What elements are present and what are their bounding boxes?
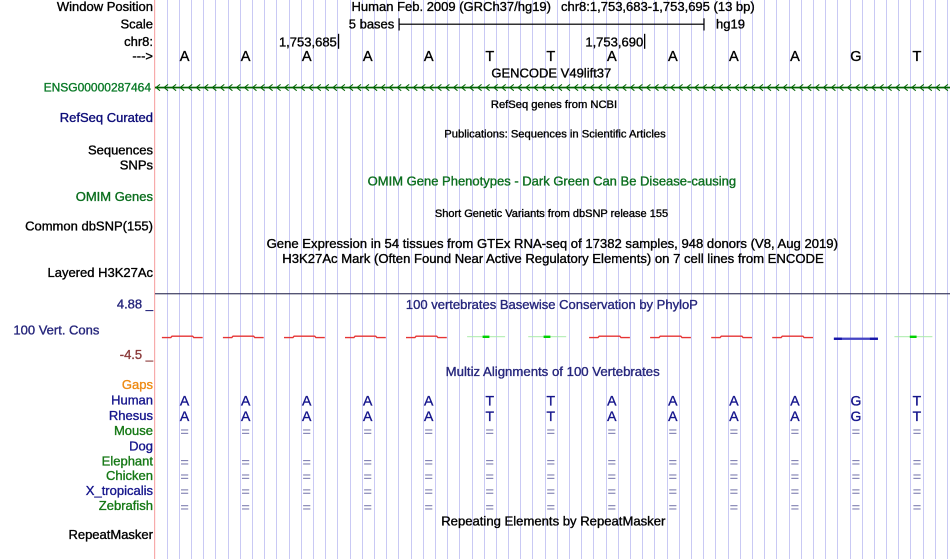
svg-text:5 bases: 5 bases: [349, 17, 395, 32]
svg-text:T: T: [485, 393, 494, 409]
svg-text:A: A: [668, 49, 678, 65]
svg-text:RepeatMasker: RepeatMasker: [68, 527, 153, 542]
svg-text:GENCODE V49lift37: GENCODE V49lift37: [491, 66, 611, 81]
svg-text:Chicken: Chicken: [106, 468, 153, 483]
svg-text:A: A: [424, 408, 434, 424]
svg-text:A: A: [668, 393, 678, 409]
svg-text:A: A: [729, 408, 739, 424]
svg-text:--->: --->: [132, 49, 153, 64]
svg-text:A: A: [180, 408, 190, 424]
svg-text:A: A: [729, 393, 739, 409]
svg-text:100 vertebrates Basewise Conse: 100 vertebrates Basewise Conservation by…: [406, 297, 698, 312]
svg-text:A: A: [363, 393, 373, 409]
svg-text:A: A: [790, 49, 800, 65]
svg-text:G: G: [850, 49, 861, 65]
svg-text:A: A: [241, 393, 251, 409]
svg-text:-4.5 _: -4.5 _: [120, 347, 154, 362]
svg-text:Window Position: Window Position: [57, 0, 153, 14]
svg-text:OMIM Gene Phenotypes - Dark Gr: OMIM Gene Phenotypes - Dark Green Can Be…: [368, 174, 737, 189]
svg-text:hg19: hg19: [716, 17, 745, 32]
svg-text:chr8:: chr8:: [124, 34, 153, 49]
svg-text:T: T: [485, 49, 494, 65]
svg-text:Short Genetic Variants from db: Short Genetic Variants from dbSNP releas…: [435, 208, 668, 220]
svg-text:T: T: [546, 49, 555, 65]
svg-text:Rhesus: Rhesus: [109, 408, 154, 423]
svg-text:T: T: [913, 393, 922, 409]
svg-text:A: A: [607, 49, 617, 65]
svg-text:RefSeq Curated: RefSeq Curated: [60, 110, 153, 125]
svg-text:T: T: [485, 408, 494, 424]
svg-text:100 Vert. Cons: 100 Vert. Cons: [13, 323, 99, 338]
svg-text:Common dbSNP(155): Common dbSNP(155): [25, 219, 153, 234]
svg-text:A: A: [363, 49, 373, 65]
svg-text:Gene Expression in 54 tissues: Gene Expression in 54 tissues from GTEx …: [267, 236, 838, 251]
svg-text:A: A: [424, 393, 434, 409]
svg-text:H3K27Ac Mark (Often Found Near: H3K27Ac Mark (Often Found Near Active Re…: [282, 251, 824, 266]
svg-text:A: A: [790, 393, 800, 409]
svg-text:Multiz Alignments of 100 Verte: Multiz Alignments of 100 Vertebrates: [446, 364, 660, 379]
svg-text:A: A: [241, 408, 251, 424]
svg-text:Layered H3K27Ac: Layered H3K27Ac: [47, 265, 153, 280]
svg-text:Human: Human: [111, 393, 153, 408]
svg-text:A: A: [790, 408, 800, 424]
svg-text:Dog: Dog: [129, 439, 153, 454]
svg-text:A: A: [180, 49, 190, 65]
svg-text:Human Feb. 2009 (GRCh37/hg19): Human Feb. 2009 (GRCh37/hg19): [352, 0, 551, 14]
svg-text:A: A: [607, 408, 617, 424]
svg-text:A: A: [241, 49, 251, 65]
svg-text:G: G: [850, 408, 861, 424]
svg-text:OMIM Genes: OMIM Genes: [76, 189, 154, 204]
svg-text:A: A: [180, 393, 190, 409]
svg-text:Publications: Sequences in Sci: Publications: Sequences in Scientific Ar…: [444, 129, 666, 141]
svg-text:chr8:1,753,683-1,753,695 (13 b: chr8:1,753,683-1,753,695 (13 bp): [561, 0, 755, 14]
svg-text:A: A: [424, 49, 434, 65]
svg-text:1,753,690: 1,753,690: [585, 35, 643, 50]
svg-text:T: T: [913, 408, 922, 424]
svg-text:Elephant: Elephant: [102, 454, 154, 469]
svg-text:A: A: [729, 49, 739, 65]
svg-text:RefSeq genes from NCBI: RefSeq genes from NCBI: [491, 99, 617, 111]
svg-text:A: A: [302, 408, 312, 424]
svg-text:Zebrafish: Zebrafish: [99, 498, 153, 513]
svg-text:Scale: Scale: [120, 17, 153, 32]
svg-text:T: T: [913, 49, 922, 65]
svg-text:Sequences: Sequences: [88, 142, 154, 157]
svg-text:SNPs: SNPs: [120, 157, 154, 172]
svg-text:G: G: [850, 393, 861, 409]
svg-text:T: T: [546, 393, 555, 409]
svg-text:A: A: [363, 408, 373, 424]
svg-text:X_tropicalis: X_tropicalis: [86, 483, 154, 498]
svg-text:Mouse: Mouse: [114, 423, 153, 438]
svg-text:4.88 _: 4.88 _: [117, 297, 154, 312]
svg-text:A: A: [302, 393, 312, 409]
svg-text:ENSG00000287464: ENSG00000287464: [44, 80, 152, 94]
svg-text:Gaps: Gaps: [122, 377, 154, 392]
svg-text:A: A: [607, 393, 617, 409]
svg-text:A: A: [302, 49, 312, 65]
svg-text:A: A: [668, 408, 678, 424]
svg-text:T: T: [546, 408, 555, 424]
svg-text:1,753,685: 1,753,685: [279, 35, 337, 50]
svg-text:Repeating Elements by RepeatMa: Repeating Elements by RepeatMasker: [441, 514, 666, 529]
